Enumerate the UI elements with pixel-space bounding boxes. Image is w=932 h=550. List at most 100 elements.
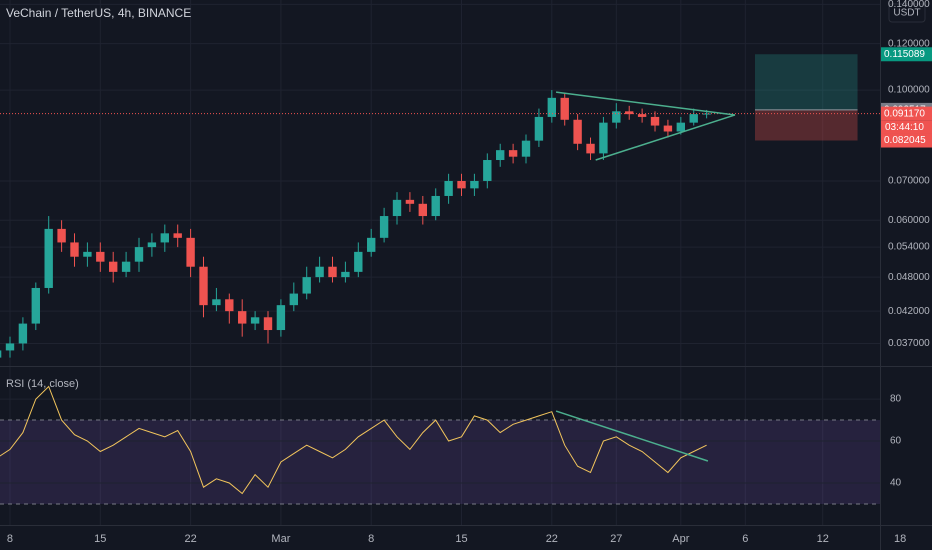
candle-body [70, 242, 79, 257]
x-tick-label: 12 [817, 533, 829, 545]
candle-body [379, 216, 389, 238]
position-stop-zone [754, 109, 858, 141]
indicator-title: RSI (14, close) [6, 378, 79, 390]
currency-box[interactable] [888, 3, 926, 23]
candle-body [689, 114, 698, 123]
candle-body [315, 266, 324, 278]
candle-body [418, 203, 428, 217]
plot-layer [0, 0, 880, 525]
trend-line [595, 114, 736, 161]
candle-body [483, 160, 492, 181]
candle-body [5, 343, 15, 351]
rsi-band [0, 420, 880, 505]
x-tick-label: 18 [894, 533, 906, 545]
candle-body [44, 228, 53, 288]
y-tick-label: 0.120000 [888, 38, 930, 49]
y-tick-label: 0.037000 [888, 338, 930, 349]
x-tick-label: Apr [672, 533, 689, 545]
x-tick-label: 15 [94, 533, 106, 545]
candle-body [405, 199, 415, 204]
y-tick-label: 0.048000 [888, 272, 930, 283]
candle-body [625, 111, 634, 115]
candle-body [289, 293, 298, 306]
candle-body [650, 116, 660, 126]
candle-body [147, 242, 157, 248]
y-tick-label: 0.042000 [888, 306, 930, 317]
y-tick-label: 0.054000 [888, 242, 930, 253]
candle-body [663, 125, 673, 132]
y-tick-label: 40 [890, 478, 902, 489]
candle-body [31, 287, 40, 324]
candle-body [173, 233, 182, 238]
candle-body [83, 251, 92, 257]
candle-body [599, 122, 608, 154]
candle-body [354, 251, 363, 272]
candle-body [676, 122, 686, 132]
candle-body [508, 150, 518, 157]
candle-body [521, 140, 531, 157]
chart-title: VeChain / TetherUS, 4h, BINANCE [6, 6, 191, 20]
candle-body [276, 305, 286, 331]
y-tick-label: 0.060000 [888, 215, 930, 226]
candle-body [302, 277, 311, 294]
candle-body [457, 180, 466, 189]
candle-body [109, 261, 118, 272]
candle-body [18, 323, 28, 344]
candle-body [547, 97, 557, 117]
candle-body [160, 233, 169, 243]
x-tick-label: Mar [271, 533, 290, 545]
candle-body [186, 237, 195, 267]
candle-body [367, 237, 376, 252]
rsi-line [0, 385, 707, 495]
candle-body [199, 266, 208, 306]
target-price-label: 0.115089 [884, 49, 925, 60]
y-tick-label: 60 [890, 436, 902, 447]
y-tick-label: 0.100000 [888, 85, 930, 96]
candle-body [250, 317, 260, 324]
candle-body [341, 271, 350, 278]
candle-body [560, 97, 569, 120]
x-tick-label: 8 [368, 533, 374, 545]
candle-body [702, 113, 711, 115]
candle-body [134, 247, 144, 262]
candle-body [470, 180, 479, 189]
currency-label[interactable]: USDT [893, 8, 920, 19]
stop-price-label: 0.082045 [884, 135, 926, 146]
candle-body [586, 143, 595, 154]
stop-price-tag [881, 133, 932, 148]
candle-body [225, 299, 234, 312]
candle-body [212, 299, 221, 306]
trend-line [555, 91, 736, 116]
candle-body [96, 251, 105, 262]
countdown-label: 03:44:10 [885, 122, 924, 133]
x-tick-label: 27 [610, 533, 622, 545]
target-price-tag [881, 47, 932, 62]
x-tick-label: 22 [546, 533, 558, 545]
trend-line [555, 410, 709, 462]
y-tick-label: 0.070000 [888, 176, 930, 187]
candle-body [637, 114, 647, 117]
candle-body [612, 111, 621, 123]
current-price-label: 0.091170 [884, 108, 925, 119]
y-tick-label: 0.140000 [888, 0, 930, 10]
x-tick-label: 15 [455, 533, 467, 545]
candle-body [238, 311, 247, 324]
candle-body [57, 228, 66, 243]
candle-body [0, 350, 2, 358]
candle-body [392, 199, 402, 217]
y-tick-label: 80 [890, 394, 902, 405]
candle-body [573, 119, 582, 144]
current-price-tag [881, 106, 932, 121]
candle-body [496, 150, 505, 161]
candle-body [431, 195, 440, 217]
x-tick-label: 22 [184, 533, 196, 545]
candle-body [444, 180, 453, 196]
x-tick-label: 6 [742, 533, 748, 545]
x-tick-label: 8 [7, 533, 13, 545]
candle-body [328, 266, 337, 278]
candle-body [534, 116, 544, 141]
candle-body [121, 261, 131, 272]
